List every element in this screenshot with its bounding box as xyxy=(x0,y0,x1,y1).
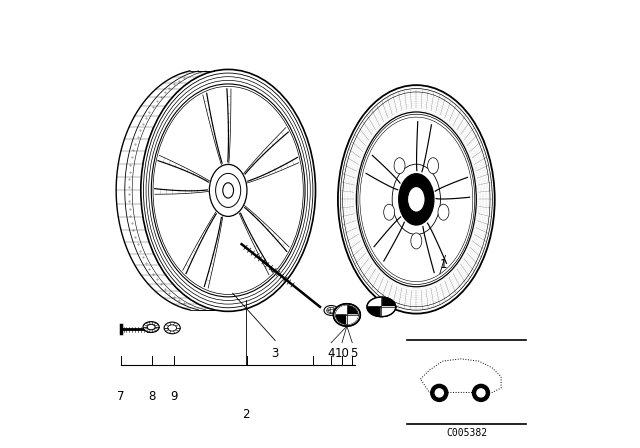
Text: 4: 4 xyxy=(328,347,335,361)
Text: 2: 2 xyxy=(243,408,250,421)
Ellipse shape xyxy=(411,233,422,249)
Polygon shape xyxy=(347,315,357,323)
Ellipse shape xyxy=(394,158,405,174)
Text: 7: 7 xyxy=(117,390,124,403)
Polygon shape xyxy=(347,306,357,315)
Ellipse shape xyxy=(168,325,177,331)
Ellipse shape xyxy=(367,297,396,317)
Ellipse shape xyxy=(209,164,247,216)
Ellipse shape xyxy=(428,158,438,174)
Ellipse shape xyxy=(324,306,339,315)
Polygon shape xyxy=(381,307,395,316)
Text: 9: 9 xyxy=(171,390,178,403)
Polygon shape xyxy=(337,315,347,323)
Circle shape xyxy=(435,389,444,397)
Ellipse shape xyxy=(438,204,449,220)
Circle shape xyxy=(431,384,448,401)
Text: 6: 6 xyxy=(381,307,388,320)
Ellipse shape xyxy=(399,174,434,225)
Ellipse shape xyxy=(143,322,159,332)
Ellipse shape xyxy=(333,304,360,326)
Ellipse shape xyxy=(147,324,155,330)
Text: 8: 8 xyxy=(148,390,156,403)
Ellipse shape xyxy=(223,183,234,198)
Text: C005382: C005382 xyxy=(446,428,487,438)
Text: 1: 1 xyxy=(440,258,447,271)
Ellipse shape xyxy=(216,173,241,207)
Text: 3: 3 xyxy=(271,347,279,361)
Ellipse shape xyxy=(408,186,425,212)
Polygon shape xyxy=(368,298,381,307)
Circle shape xyxy=(472,384,490,401)
Ellipse shape xyxy=(384,204,395,220)
Text: 10: 10 xyxy=(335,347,349,361)
Polygon shape xyxy=(337,306,347,315)
Ellipse shape xyxy=(392,164,440,235)
Polygon shape xyxy=(368,307,381,316)
Text: 5: 5 xyxy=(350,347,357,361)
Circle shape xyxy=(477,389,485,397)
Ellipse shape xyxy=(164,322,180,334)
Polygon shape xyxy=(381,298,395,307)
